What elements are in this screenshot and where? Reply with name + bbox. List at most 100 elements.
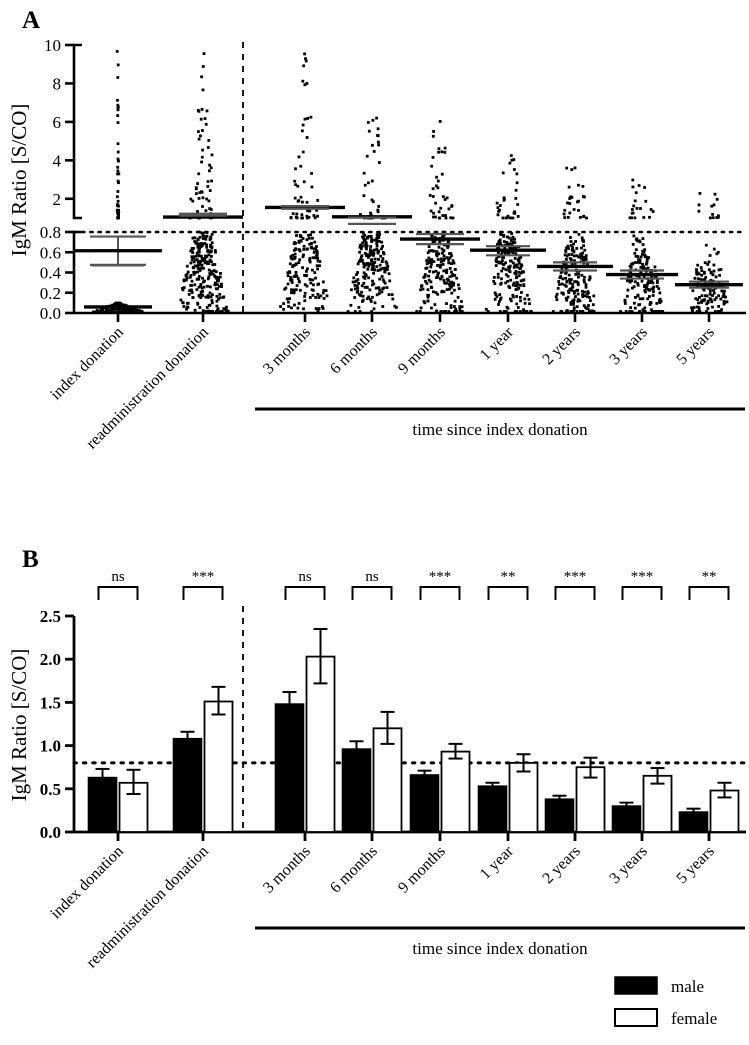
data-point — [222, 307, 226, 311]
bar-female — [709, 789, 740, 833]
data-point — [448, 275, 452, 279]
data-point — [644, 199, 648, 203]
data-point — [293, 179, 297, 183]
data-point — [302, 244, 306, 248]
data-point — [310, 242, 313, 246]
data-point — [649, 301, 652, 304]
data-point — [301, 79, 305, 83]
data-point — [584, 283, 588, 286]
data-point — [585, 216, 588, 220]
significance-bracket: ns — [284, 569, 326, 600]
data-point — [199, 117, 203, 121]
data-point — [581, 289, 584, 293]
data-point — [370, 268, 374, 271]
data-point — [116, 142, 120, 146]
significance-label: ns — [111, 569, 125, 585]
error-bar-female — [583, 756, 598, 779]
data-point — [716, 250, 720, 254]
data-point — [581, 251, 585, 255]
data-point — [205, 197, 208, 201]
data-point — [515, 310, 519, 313]
panel-a-y-axis-upper — [72, 43, 82, 220]
data-point — [512, 158, 516, 161]
data-point — [437, 252, 441, 256]
data-point — [214, 250, 217, 254]
data-point — [362, 271, 366, 275]
data-point — [643, 285, 646, 289]
data-point — [500, 230, 504, 234]
data-point — [311, 278, 315, 282]
data-point — [197, 267, 201, 271]
data-point — [425, 282, 429, 285]
data-point — [438, 216, 441, 220]
significance-bracket: ** — [688, 569, 730, 600]
data-point — [639, 270, 643, 274]
data-point — [210, 245, 214, 249]
data-point — [569, 244, 573, 247]
data-point — [429, 265, 433, 269]
data-point — [301, 200, 304, 204]
data-point — [425, 262, 429, 266]
data-point — [361, 294, 365, 298]
data-point — [565, 254, 569, 258]
data-point — [382, 280, 386, 283]
bar-male — [477, 785, 508, 833]
data-point — [506, 235, 509, 239]
bracket-line — [182, 586, 224, 600]
panel-a-dot-cloud — [551, 166, 596, 313]
data-point — [698, 296, 701, 299]
data-point — [584, 254, 588, 258]
data-point — [720, 289, 724, 293]
data-point — [318, 260, 322, 263]
data-point — [291, 257, 295, 261]
data-point — [646, 297, 650, 301]
data-point — [307, 234, 310, 237]
data-point — [504, 310, 508, 313]
data-point — [201, 290, 204, 293]
data-point — [451, 273, 455, 276]
data-point — [525, 293, 529, 297]
data-point — [315, 245, 318, 248]
data-point — [116, 169, 120, 173]
data-point — [372, 282, 376, 286]
data-point — [567, 247, 570, 250]
data-point — [430, 164, 434, 168]
data-point — [420, 285, 423, 288]
data-point — [493, 282, 497, 285]
data-point — [189, 197, 193, 201]
data-point — [435, 310, 438, 313]
data-point — [436, 186, 440, 190]
data-point — [293, 303, 296, 307]
data-point — [194, 254, 198, 258]
data-point — [316, 199, 320, 202]
data-point — [588, 276, 592, 280]
data-point — [658, 301, 662, 304]
data-point — [700, 294, 704, 298]
data-point — [649, 208, 653, 211]
data-point — [207, 139, 211, 142]
panel-b-bar-layer — [87, 627, 740, 833]
data-point — [196, 260, 200, 264]
panel-a-median-marker — [400, 232, 480, 246]
panel-b-category-label: 3 months — [260, 843, 314, 897]
data-point — [447, 239, 450, 243]
panel-a-dot-cloud — [346, 116, 398, 313]
data-point — [519, 279, 523, 283]
data-point — [377, 205, 381, 208]
data-point — [376, 127, 380, 131]
data-point — [115, 50, 119, 53]
data-point — [346, 310, 350, 313]
data-point — [434, 201, 437, 205]
panel-a-tick-label: 10 — [44, 36, 61, 55]
data-point — [426, 251, 430, 255]
data-point — [708, 254, 712, 257]
data-point — [443, 146, 447, 150]
data-point — [205, 243, 209, 247]
data-point — [445, 268, 449, 272]
data-point — [215, 299, 219, 303]
data-point — [116, 179, 120, 183]
data-point — [629, 266, 633, 269]
data-point — [632, 204, 636, 208]
data-point — [315, 264, 319, 268]
data-point — [631, 286, 634, 290]
